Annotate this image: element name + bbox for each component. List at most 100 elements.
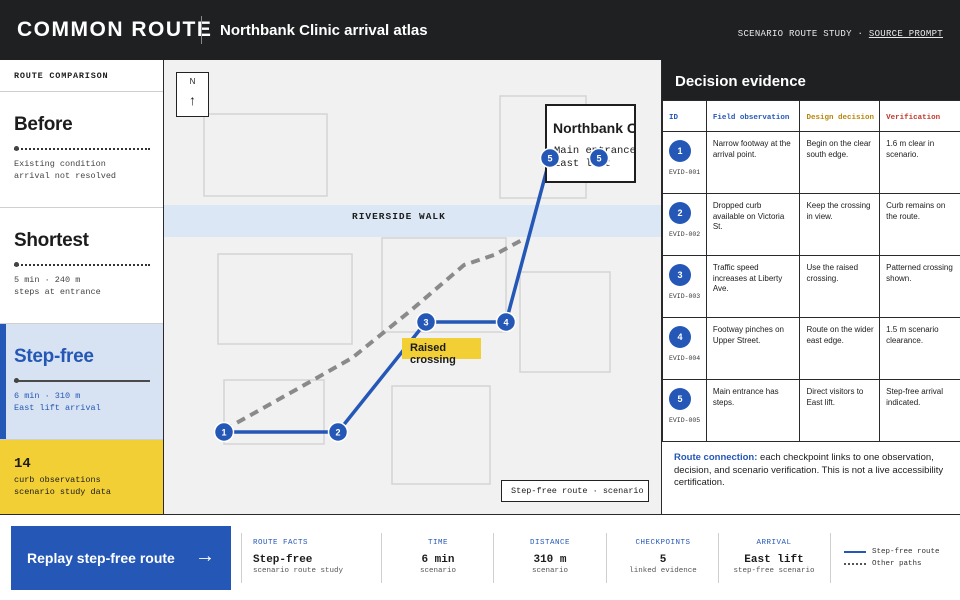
observation-cell: Traffic speed increases at Liberty Ave. [705, 255, 801, 318]
north-arrow-icon: ↑ [189, 92, 196, 108]
evidence-code: EVID-001 [669, 169, 701, 176]
replay-route-button[interactable]: Replay step-free route → [11, 526, 231, 590]
route-details: 6 min · 310 m East lift arrival [14, 391, 101, 413]
street-label: RIVERSIDE WALK [352, 211, 446, 222]
map-canvas: 1 2 3 4 [164, 95, 661, 485]
building-block [223, 379, 325, 445]
checkpoint-badge: 4 [669, 326, 691, 348]
path-legend: Step-free route Other paths [844, 548, 940, 572]
checkpoint-2: 2 [327, 421, 349, 443]
route-facts-bar: Replay step-free route → ROUTE FACTS Ste… [0, 514, 960, 600]
building-block [381, 237, 507, 333]
checkpoint-badge: 2 [669, 202, 691, 224]
checkpoint-4: 4 [495, 311, 517, 333]
step-free-route-line [224, 156, 599, 434]
checkpoint-badge: 3 [669, 264, 691, 286]
source-prompt-link[interactable]: SOURCE PROMPT [868, 29, 943, 39]
route-connection-note: Route connection: each checkpoint links … [662, 442, 960, 490]
decision-cell: Direct visitors to East lift. [799, 379, 881, 442]
solid-line-swatch [844, 551, 866, 553]
verification-cell: Patterned crossing shown. [879, 255, 960, 318]
clinic-name: Northbank Clinic [553, 120, 636, 136]
north-indicator: N ↑ [176, 72, 209, 117]
table-row[interactable]: 4 EVID-004 Footway pinches on Upper Stree… [662, 317, 960, 380]
north-label: N [189, 77, 196, 86]
arrow-right-icon: → [195, 545, 215, 567]
raised-crossing-label: Raised crossing [402, 338, 481, 366]
map-legend: Step-free route · scenario [501, 480, 649, 502]
building-block [217, 253, 353, 345]
building-block [519, 271, 611, 373]
col-field-observation: Field observation [705, 100, 801, 132]
divider [606, 533, 607, 583]
dotted-path-swatch [14, 146, 150, 151]
route-card-shortest[interactable]: Shortest 5 min · 240 m steps at entrance [0, 208, 163, 324]
observation-cell: Main entrance has steps. [705, 379, 801, 442]
route-map[interactable]: 1 2 3 4 N ↑ RIVERSIDE WALK Northbank Cli… [164, 60, 661, 514]
app-header: COMMON ROUTE Northbank Clinic arrival at… [0, 0, 960, 60]
observation-cell: Dropped curb available on Victoria St. [705, 193, 801, 256]
evidence-code: EVID-004 [669, 355, 701, 362]
observations-summary: 14 curb observations scenario study data [0, 440, 163, 514]
checkpoint-3: 3 [415, 311, 437, 333]
route-card-before[interactable]: Before Existing condition arrival not res… [0, 92, 163, 208]
table-header-row: ID Field observation Design decision Ver… [662, 100, 960, 132]
clinic-entrances: Main entrance East lift [554, 145, 636, 170]
verification-cell: 1.6 m clear in scenario. [879, 131, 960, 194]
route-name: Before [14, 114, 73, 135]
route-card-step-free[interactable]: Step-free 6 min · 310 m East lift arrival [0, 324, 163, 440]
route-comparison-panel: ROUTE COMPARISON Before Existing conditi… [0, 60, 164, 514]
table-row[interactable]: 5 EVID-005 Main entrance has steps. Direc… [662, 379, 960, 442]
col-id: ID [662, 100, 707, 132]
table-row[interactable]: 3 EVID-003 Traffic speed increases at Lib… [662, 255, 960, 318]
header-divider [201, 16, 202, 44]
checkpoint-1: 1 [213, 421, 235, 443]
dotted-line-swatch [844, 563, 866, 565]
solid-path-swatch [14, 378, 150, 383]
col-verification: Verification [879, 100, 960, 132]
fact-arrival: ARRIVAL East lift step-free scenario [733, 539, 815, 575]
evidence-code: EVID-005 [669, 417, 701, 424]
svg-text:2: 2 [335, 428, 340, 438]
observation-count: 14 [14, 456, 31, 472]
decision-cell: Use the raised crossing. [799, 255, 881, 318]
connection-text: each checkpoint links to one observation… [674, 452, 944, 488]
fact-distance: DISTANCE 310 m scenario [529, 539, 570, 575]
svg-text:1: 1 [221, 428, 226, 438]
panel-title: Decision evidence [662, 60, 960, 100]
verification-cell: 1.5 m scenario clearance. [879, 317, 960, 380]
brand-logo: COMMON ROUTE [17, 18, 213, 41]
table-row[interactable]: 1 EVID-001 Narrow footway at the arrival … [662, 131, 960, 194]
observation-cell: Narrow footway at the arrival point. [705, 131, 801, 194]
evidence-code: EVID-003 [669, 293, 701, 300]
study-label: SCENARIO ROUTE STUDY · [737, 29, 864, 39]
checkpoint-badge: 1 [669, 140, 691, 162]
svg-text:3: 3 [423, 318, 428, 328]
page-title: Northbank Clinic arrival atlas [220, 22, 428, 39]
divider [241, 533, 242, 583]
evidence-table: ID Field observation Design decision Ver… [662, 100, 960, 442]
divider [718, 533, 719, 583]
evidence-code: EVID-002 [669, 231, 701, 238]
divider [381, 533, 382, 583]
fact-checkpoints: CHECKPOINTS 5 linked evidence [629, 539, 697, 575]
replay-label: Replay step-free route [27, 550, 175, 566]
header-meta: SCENARIO ROUTE STUDY · SOURCE PROMPT [738, 29, 943, 39]
route-details: 5 min · 240 m steps at entrance [14, 275, 101, 297]
decision-cell: Begin on the clear south edge. [799, 131, 881, 194]
connection-label: Route connection: [674, 452, 758, 463]
divider [830, 533, 831, 583]
fact-time: TIME 6 min scenario [419, 539, 456, 575]
decision-evidence-panel: Decision evidence ID Field observation D… [661, 60, 960, 514]
legend-step-free: Step-free route [844, 548, 940, 560]
observation-cell: Footway pinches on Upper Street. [705, 317, 801, 380]
checkpoint-badge: 5 [669, 388, 691, 410]
route-name: Step-free [14, 346, 94, 367]
table-row[interactable]: 2 EVID-002 Dropped curb available on Vict… [662, 193, 960, 256]
panel-heading: ROUTE COMPARISON [0, 60, 163, 92]
route-details: Existing condition arrival not resolved [14, 159, 117, 181]
fact-route: ROUTE FACTS Step-free scenario route stu… [253, 539, 344, 575]
legend-other-paths: Other paths [844, 560, 940, 572]
building-block [203, 113, 328, 197]
